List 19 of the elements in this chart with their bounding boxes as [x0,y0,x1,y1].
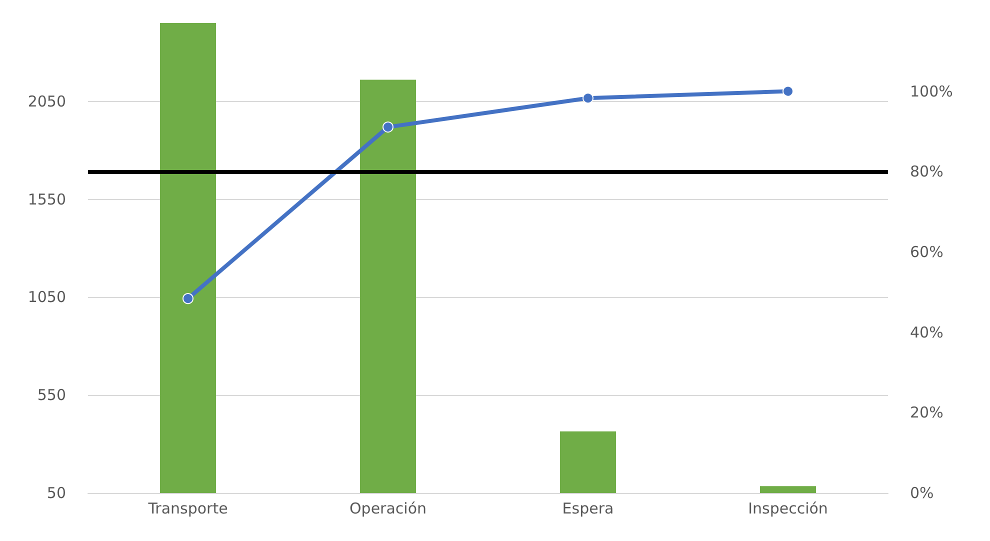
y2-tick-label: 0% [910,484,934,502]
y-tick-label: 50 [46,484,66,502]
y2-tick-label: 100% [910,82,953,100]
x-tick-label: Transporte [147,500,228,518]
point [582,92,594,104]
point [782,86,794,97]
y2-tick-label: 60% [910,242,944,261]
x-tick-label: Espera [562,500,614,518]
y-tick-label: 1050 [28,288,66,306]
y-tick-label: 1550 [28,190,66,208]
y2-tick-label: 80% [910,162,944,181]
y-tick-label: 2050 [28,92,66,110]
x-tick-label: Operación [349,500,427,518]
point [382,122,394,133]
y-tick-label: 550 [37,386,66,404]
point [182,293,194,304]
y2-tick-label: 40% [910,323,944,342]
y2-tick-label: 20% [910,404,944,422]
x-tick-label: Inspección [748,500,828,518]
